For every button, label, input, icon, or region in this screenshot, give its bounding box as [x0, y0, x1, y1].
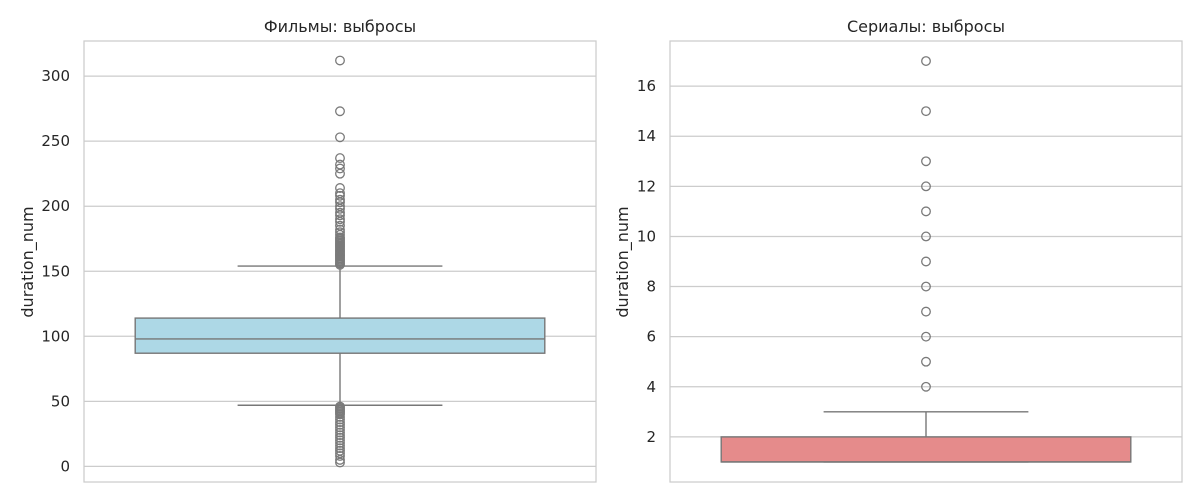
films-outlier-point [335, 419, 345, 430]
films-outlier-point [335, 201, 345, 212]
films-outlier-point [335, 159, 345, 170]
films-outlier-point [335, 227, 345, 238]
films-outlier-point [335, 432, 345, 443]
series-y-tick-label: 6 [646, 328, 656, 346]
films-outlier-point [335, 422, 345, 433]
series-iqr-box [720, 436, 1132, 463]
series-plot-frame [669, 40, 1183, 483]
films-outlier-point [335, 220, 345, 231]
films-y-tick-label: 50 [51, 392, 70, 410]
series-outlier-point [921, 156, 931, 167]
films-outlier-point [335, 425, 345, 435]
films-y-tick-label: 250 [41, 132, 70, 150]
films-outlier-point [335, 448, 345, 459]
films-outlier-point [335, 214, 345, 225]
films-boxplot [134, 55, 546, 468]
films-outlier-point [335, 194, 345, 205]
films-outlier-point [335, 438, 345, 448]
series-y-axis-label: duration_num [613, 206, 633, 317]
films-plot-frame [83, 40, 597, 483]
series-y-tick-label: 10 [637, 227, 656, 245]
films-outlier-point [335, 430, 345, 441]
series-outlier-point [921, 56, 931, 66]
series-outlier-point [921, 206, 931, 217]
films-iqr-box [134, 317, 546, 354]
series-grid [670, 85, 1182, 438]
films-outlier-point [335, 207, 345, 218]
series-outlier-point [921, 306, 931, 317]
series-outlier-point [921, 331, 931, 342]
films-outlier-point [335, 445, 345, 456]
series-y-tick-label: 16 [637, 77, 656, 95]
series-y-tick-label: 2 [646, 428, 656, 446]
films-outlier-point [335, 440, 345, 451]
films-y-axis-label: duration_num [18, 206, 38, 317]
films-panel: Фильмы: выбросы duration_num 0 50 100 150 20… [18, 17, 597, 483]
series-y-tick-label: 14 [637, 127, 656, 145]
films-outlier-point [335, 401, 345, 412]
films-y-tick-label: 300 [41, 67, 70, 85]
films-y-tick-label: 200 [41, 197, 70, 215]
series-outlier-point [921, 181, 931, 192]
films-outlier-point [335, 183, 345, 193]
series-y-ticks: 2 4 6 8 10 12 14 16 [637, 77, 656, 446]
series-panel: Сериалы: выбросы duration_num 2 4 6 8 10 12 14… [613, 17, 1183, 483]
films-y-tick-label: 150 [41, 262, 70, 280]
films-chart-title: Фильмы: выбросы [264, 17, 416, 36]
films-y-ticks: 0 50 100 150 200 250 300 [41, 67, 70, 475]
films-outlier-point [335, 435, 345, 446]
films-outlier-point [335, 190, 345, 201]
films-outlier-point [335, 153, 345, 164]
films-outlier-point [335, 451, 345, 461]
series-outlier-point [921, 381, 931, 392]
films-outlier-point [335, 188, 345, 199]
series-outlier-point [921, 281, 931, 292]
series-y-tick-label: 8 [646, 278, 656, 296]
series-y-tick-label: 12 [637, 177, 656, 195]
films-outlier-point [335, 163, 345, 174]
films-outlier-point [335, 427, 345, 438]
films-y-tick-label: 0 [60, 457, 70, 475]
films-outlier-point [335, 232, 345, 243]
series-outlier-point [921, 256, 931, 267]
series-y-tick-label: 4 [646, 378, 656, 396]
series-outlier-point [921, 106, 931, 117]
films-outlier-point [335, 224, 345, 235]
films-outlier-point [335, 443, 345, 454]
films-outlier-point [335, 106, 345, 117]
series-boxplot [720, 56, 1132, 463]
series-outlier-point [921, 231, 931, 242]
films-outlier-point [335, 55, 345, 66]
series-outlier-point [921, 356, 931, 367]
films-y-tick-label: 100 [41, 327, 70, 345]
series-chart-title: Сериалы: выбросы [847, 17, 1005, 36]
films-outlier-point [335, 132, 345, 143]
